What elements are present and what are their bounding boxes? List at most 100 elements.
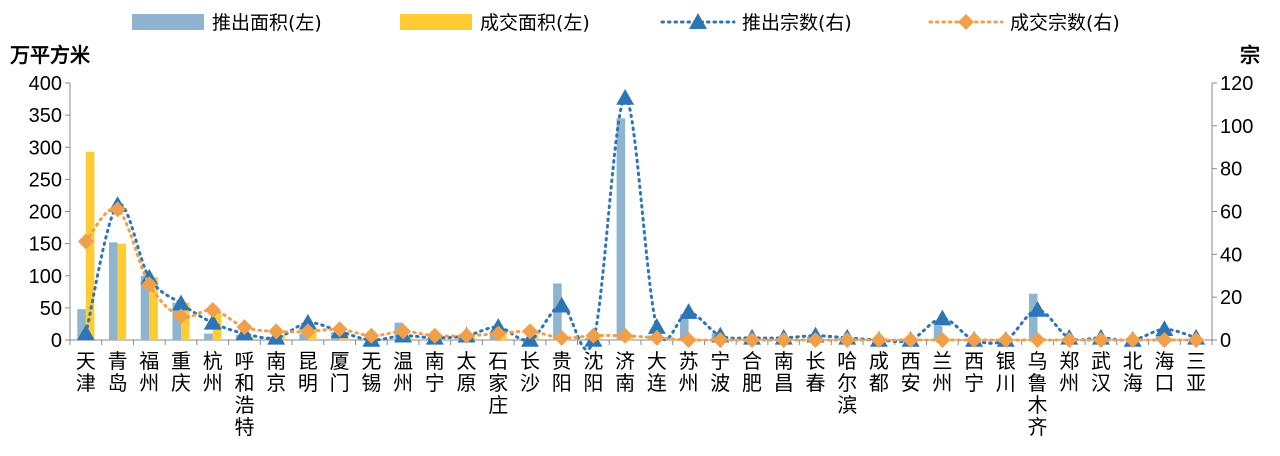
diamond-point — [1124, 332, 1141, 348]
triangle-point — [647, 318, 666, 334]
triangle-point — [76, 324, 95, 341]
category-label: 银川 — [996, 349, 1016, 395]
diamond-point — [1029, 332, 1046, 348]
category-label: 乌鲁木齐 — [1028, 349, 1048, 439]
right-tick-label: 100 — [1220, 116, 1253, 138]
diamond-point — [204, 302, 221, 319]
category-label: 沈阳 — [583, 349, 603, 395]
diamond-point — [585, 327, 602, 344]
category-label: 南昌 — [774, 349, 794, 395]
left-tick-label: 300 — [29, 137, 62, 159]
category-label: 青岛 — [108, 349, 128, 395]
legend-triangle-marker — [689, 13, 707, 29]
diamond-point — [1061, 332, 1078, 348]
right-tick-label: 80 — [1220, 159, 1242, 181]
category-label: 西宁 — [964, 349, 984, 395]
diamond-point — [268, 323, 285, 340]
category-label: 西安 — [901, 349, 921, 395]
category-label: 海口 — [1154, 349, 1174, 395]
diamond-point — [1092, 332, 1109, 348]
bar — [498, 334, 507, 340]
triangle-point — [933, 309, 952, 326]
left-tick-label: 150 — [29, 234, 62, 256]
legend-swatch — [400, 14, 472, 30]
category-label: 郑州 — [1059, 349, 1079, 395]
diamond-point — [744, 332, 761, 348]
category-label: 昆明 — [298, 349, 318, 395]
diamond-point — [1188, 332, 1205, 348]
category-label: 长沙 — [520, 349, 540, 395]
diamond-point — [902, 332, 919, 348]
triangle-point — [172, 294, 191, 311]
right-tick-label: 20 — [1220, 287, 1242, 309]
category-label: 宁波 — [710, 349, 730, 395]
diamond-point — [299, 323, 316, 340]
left-tick-label: 100 — [29, 266, 62, 288]
diamond-point — [839, 332, 856, 348]
bar — [181, 302, 190, 340]
category-labels: 天津青岛福州重庆杭州呼和浩特南京昆明厦门无锡温州南宁太原石家庄长沙贵阳沈阳济南大… — [76, 349, 1206, 439]
category-label: 呼和浩特 — [234, 349, 254, 439]
right-tick-label: 0 — [1220, 330, 1231, 352]
diamond-point — [363, 327, 380, 344]
bar — [204, 333, 213, 340]
category-label: 北海 — [1123, 349, 1143, 395]
left-tick-label: 350 — [29, 105, 62, 127]
left-tick-label: 50 — [40, 298, 62, 320]
category-label: 兰州 — [932, 349, 952, 395]
axes: 0 50 100 150 200 250 300 350 400 0 20 40 60 80 100 120 — [29, 73, 1254, 352]
triangle-point — [552, 296, 571, 313]
diamond-point — [173, 308, 190, 325]
right-tick-label: 60 — [1220, 202, 1242, 224]
right-tick-label: 120 — [1220, 73, 1253, 95]
triangle-point — [1028, 301, 1047, 317]
bar — [172, 302, 182, 340]
diamond-point — [426, 327, 443, 344]
triangle-point — [616, 88, 635, 105]
diamond-point — [807, 332, 824, 348]
bar — [85, 151, 95, 340]
bar — [109, 242, 118, 340]
category-label: 杭州 — [203, 349, 223, 395]
bar — [117, 243, 127, 340]
diamond-point — [109, 201, 126, 218]
legend-label: 成交面积(左) — [480, 12, 590, 34]
diamond-point — [331, 321, 348, 338]
series-line — [84, 206, 1198, 342]
category-label: 福州 — [139, 349, 159, 395]
category-label: 南宁 — [425, 349, 445, 395]
diamond-point — [617, 327, 634, 344]
triangle-point — [203, 313, 222, 330]
category-label: 合肥 — [742, 349, 762, 395]
triangle-point — [298, 313, 317, 330]
bar — [933, 325, 943, 340]
left-tick-label: 400 — [29, 73, 62, 95]
category-label: 太原 — [457, 349, 477, 395]
category-label: 重庆 — [171, 349, 191, 395]
category-label: 无锡 — [361, 349, 381, 395]
category-label: 苏州 — [679, 349, 699, 395]
bar — [77, 309, 86, 340]
legend-label: 推出宗数(右) — [742, 12, 852, 34]
left-tick-label: 0 — [51, 330, 62, 352]
category-label: 温州 — [393, 349, 413, 395]
diamond-point — [521, 323, 538, 340]
diamond-point — [490, 325, 507, 342]
diamond-point — [77, 233, 94, 250]
category-label: 南京 — [266, 349, 286, 395]
category-label: 成都 — [869, 349, 889, 395]
legend-label: 成交宗数(右) — [1010, 12, 1120, 34]
legend: 推出面积(左) 成交面积(左) 推出宗数(右) 成交宗数(右) — [132, 12, 1120, 34]
diamond-point — [141, 276, 158, 293]
diamond-point — [648, 329, 665, 346]
category-label: 厦门 — [330, 349, 350, 395]
diamond-point — [236, 319, 253, 336]
diamond-point — [680, 332, 697, 348]
category-label: 济南 — [615, 349, 635, 395]
category-label: 石家庄 — [488, 349, 508, 417]
diamond-point — [712, 332, 729, 348]
bar — [616, 118, 626, 341]
diamond-point — [934, 332, 951, 348]
bar — [680, 314, 689, 340]
bar — [1028, 293, 1038, 340]
